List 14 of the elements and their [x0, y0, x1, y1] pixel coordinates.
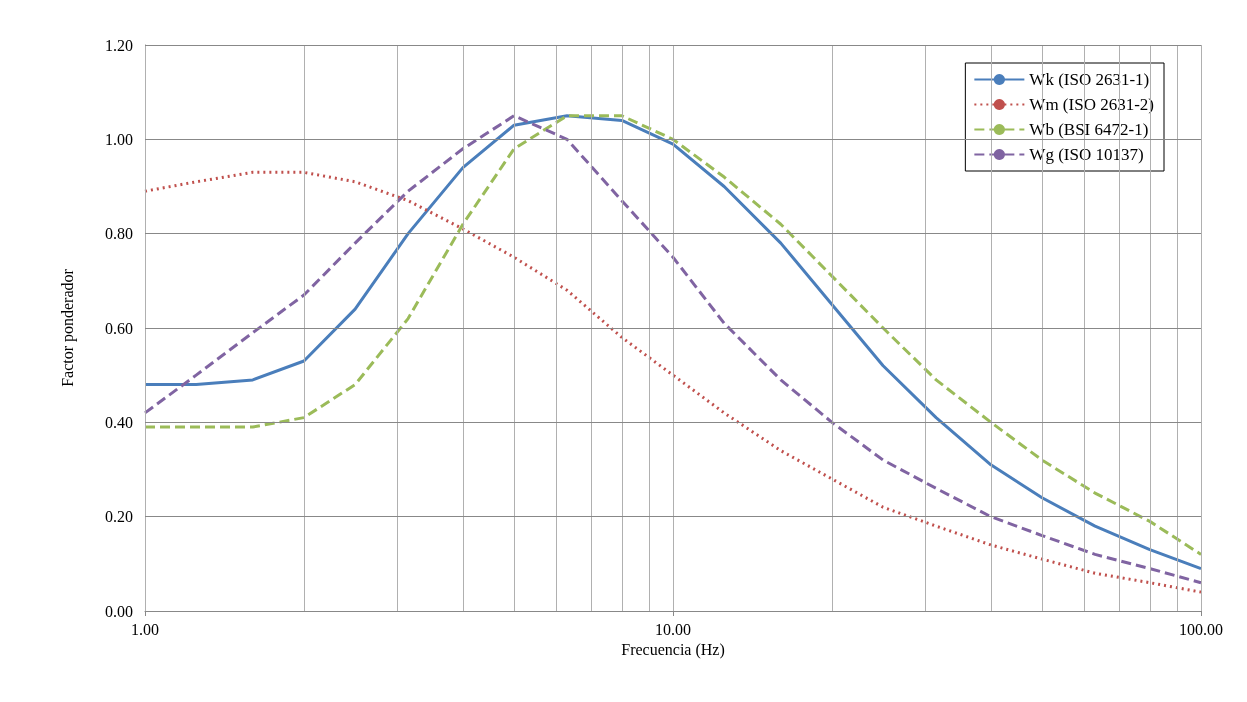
x-tick-label: 100.00 [1179, 620, 1223, 638]
y-tick-label: 1.00 [105, 130, 133, 148]
y-tick-label: 0.60 [105, 319, 133, 337]
y-tick-label: 0.20 [105, 508, 133, 526]
y-tick-label: 0.80 [105, 225, 133, 243]
legend-label: Wg (ISO 10137) [1029, 145, 1144, 164]
x-axis-title: Frecuencia (Hz) [621, 641, 725, 660]
x-tick-label: 1.00 [131, 620, 159, 638]
y-tick-label: 1.20 [105, 36, 133, 54]
y-tick-label: 0.00 [105, 602, 133, 620]
y-tick-label: 0.40 [105, 413, 133, 431]
x-tick-label: 10.00 [655, 620, 691, 638]
legend-label: Wm (ISO 2631-2) [1029, 95, 1155, 114]
y-axis-title: Factor ponderador [58, 268, 77, 387]
